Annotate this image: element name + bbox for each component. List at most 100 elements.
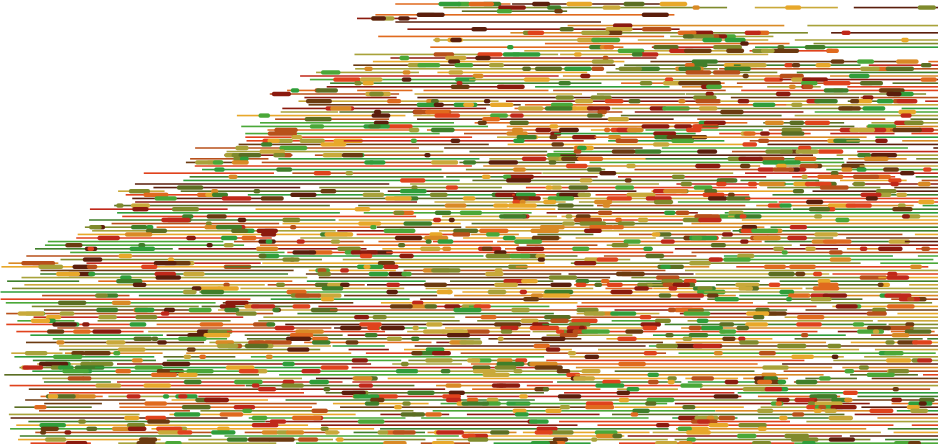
color-bead <box>359 322 382 327</box>
color-bead <box>216 426 230 431</box>
color-bead <box>666 135 684 140</box>
color-bead <box>640 52 659 57</box>
color-bead <box>416 102 438 107</box>
color-bead <box>154 196 177 201</box>
color-bead <box>695 163 721 169</box>
color-bead <box>804 120 831 125</box>
color-bead <box>274 127 298 133</box>
color-bead <box>697 149 718 154</box>
color-bead <box>641 124 670 129</box>
color-bead <box>504 174 534 179</box>
color-bead <box>490 430 510 435</box>
color-bead <box>78 419 87 424</box>
color-bead <box>519 199 526 205</box>
color-bead <box>143 192 169 197</box>
color-bead <box>354 315 370 320</box>
color-bead <box>482 372 510 377</box>
color-bead <box>665 333 674 338</box>
color-bead <box>818 405 827 410</box>
color-bead <box>96 307 119 313</box>
color-bead <box>430 127 455 133</box>
color-bead <box>535 127 552 133</box>
color-bead <box>857 329 885 334</box>
color-bead <box>541 293 571 298</box>
color-bead <box>745 63 767 68</box>
color-bead <box>392 430 416 435</box>
color-bead <box>900 113 912 118</box>
color-bead <box>663 189 688 194</box>
color-bead <box>849 99 860 104</box>
color-bead <box>792 189 805 194</box>
color-bead <box>38 264 64 269</box>
color-bead <box>72 264 91 269</box>
color-bead <box>448 59 461 64</box>
color-bead <box>596 257 619 262</box>
color-bead <box>238 153 262 158</box>
color-bead <box>892 387 899 392</box>
color-bead <box>544 106 573 111</box>
color-bead <box>529 325 560 331</box>
color-bead <box>183 379 202 385</box>
color-bead <box>896 59 919 64</box>
color-bead <box>272 307 280 313</box>
color-bead <box>515 192 536 197</box>
color-bead <box>530 228 560 233</box>
color-bead <box>340 268 349 273</box>
color-bead <box>531 322 550 327</box>
color-bead <box>472 369 496 374</box>
color-bead <box>682 405 696 410</box>
color-bead <box>523 297 540 302</box>
color-bead <box>134 365 163 370</box>
color-bead <box>380 325 405 331</box>
color-bead <box>430 99 439 104</box>
color-bead <box>885 358 912 363</box>
color-bead <box>309 379 330 385</box>
color-bead <box>554 9 563 14</box>
color-bead <box>682 336 693 341</box>
color-bead <box>662 81 684 86</box>
color-bead <box>354 207 371 212</box>
color-bead <box>775 91 791 97</box>
color-bead <box>199 322 224 327</box>
color-bead <box>324 232 354 237</box>
color-bead <box>799 163 819 169</box>
color-bead <box>340 282 350 287</box>
color-bead <box>545 347 561 352</box>
color-bead <box>912 340 933 345</box>
color-bead <box>543 199 557 205</box>
color-bead <box>247 437 272 442</box>
color-bead <box>425 239 432 244</box>
color-bead <box>281 383 304 388</box>
color-bead <box>817 174 844 179</box>
color-bead <box>763 264 787 269</box>
color-bead <box>55 271 81 277</box>
color-bead <box>371 113 391 118</box>
color-bead <box>433 102 444 107</box>
color-bead <box>267 131 298 136</box>
color-bead <box>738 423 767 428</box>
color-bead <box>497 336 504 341</box>
color-bead <box>742 142 758 147</box>
color-bead <box>752 102 776 107</box>
color-bead <box>645 253 665 259</box>
color-bead <box>399 55 410 61</box>
color-bead <box>448 217 455 223</box>
color-bead <box>879 88 905 93</box>
color-bead <box>764 77 784 82</box>
color-bead <box>438 1 462 7</box>
color-bead <box>862 95 874 100</box>
color-bead <box>737 99 750 104</box>
color-bead <box>444 304 461 309</box>
color-bead <box>383 441 407 444</box>
color-bead <box>606 196 633 201</box>
color-bead <box>454 77 476 82</box>
color-bead <box>678 81 706 86</box>
color-bead <box>95 293 108 298</box>
color-bead <box>660 264 671 269</box>
color-bead <box>781 131 805 136</box>
color-bead <box>411 185 418 190</box>
color-bead <box>496 358 513 363</box>
color-bead <box>509 120 529 125</box>
color-bead <box>231 160 249 165</box>
color-bead <box>788 293 811 298</box>
